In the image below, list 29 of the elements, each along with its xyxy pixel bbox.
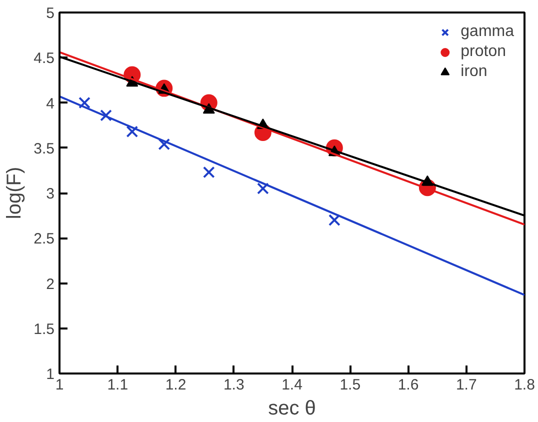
x-tick-label: 1.5 xyxy=(340,376,361,394)
legend-label: iron xyxy=(460,63,488,81)
point xyxy=(256,182,269,194)
y-tick-label: 2 xyxy=(46,276,54,293)
x-tick-label: 1.3 xyxy=(223,376,244,394)
point xyxy=(158,138,170,150)
y-tick-label: 4 xyxy=(46,95,54,112)
y-tick-label: 1.5 xyxy=(34,320,55,338)
legend-label: proton xyxy=(460,43,506,61)
point xyxy=(78,96,90,109)
point xyxy=(126,126,138,138)
x-tick-label: 1.4 xyxy=(282,376,302,394)
x-tick-label: 1.8 xyxy=(514,376,535,394)
x-axis-title: sec θ xyxy=(268,398,316,420)
y-axis-title: log(F) xyxy=(4,166,26,220)
point xyxy=(100,109,112,122)
y-tick-label: 2.5 xyxy=(34,230,55,248)
point xyxy=(202,166,215,178)
y-tick-label: 5 xyxy=(46,5,54,22)
x-tick-label: 1.2 xyxy=(165,376,186,394)
x-tick-label: 1.6 xyxy=(398,376,419,394)
y-tick-label: 3 xyxy=(46,186,54,202)
y-tick-label: 4.5 xyxy=(34,50,55,68)
x-tick-label: 1.1 xyxy=(107,376,128,394)
y-tick-label: 1 xyxy=(46,366,54,383)
y-tick-label: 3.5 xyxy=(34,140,55,158)
legend-label: gamma xyxy=(460,23,514,41)
point xyxy=(328,214,340,226)
x-tick-label: 1.7 xyxy=(456,376,477,394)
